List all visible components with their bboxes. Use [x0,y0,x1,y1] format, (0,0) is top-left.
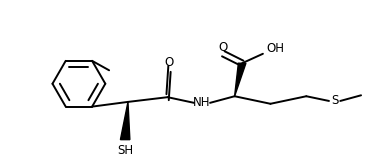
Text: S: S [331,95,338,107]
Text: O: O [219,41,228,54]
Polygon shape [235,63,246,96]
Polygon shape [121,102,130,140]
Text: OH: OH [267,42,285,55]
Text: O: O [165,56,174,69]
Text: SH: SH [117,143,133,157]
Text: NH: NH [193,96,210,109]
